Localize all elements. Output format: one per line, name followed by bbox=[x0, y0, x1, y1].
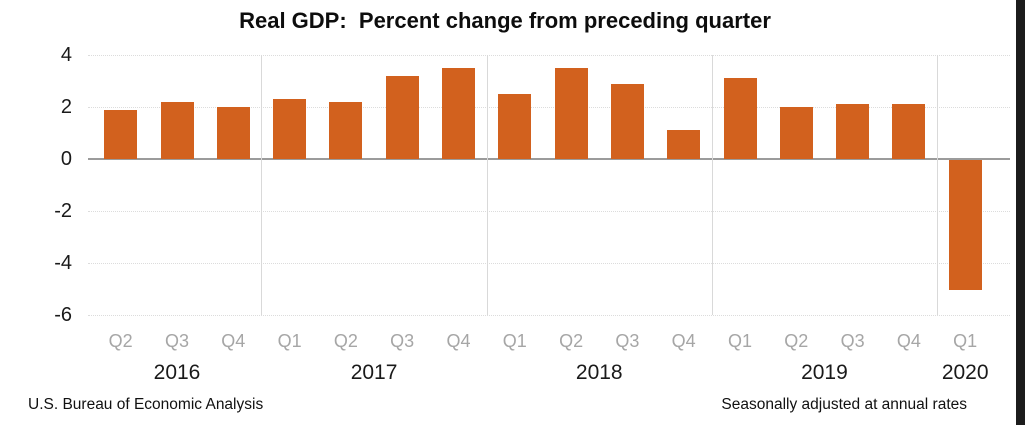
quarter-label-2019-Q1: Q1 bbox=[727, 331, 752, 351]
year-separator-2016 bbox=[261, 55, 263, 315]
year-label-2019: 2019 bbox=[801, 361, 848, 384]
bar-2020-Q1 bbox=[948, 160, 982, 290]
quarter-label-2018-Q4: Q4 bbox=[671, 331, 696, 351]
bar-2017-Q3 bbox=[385, 75, 419, 159]
screenshot-edge-strip bbox=[1016, 0, 1025, 425]
y-tick-label--6: -6 bbox=[54, 304, 72, 326]
quarter-label-2016-Q4: Q4 bbox=[221, 331, 246, 351]
bar-2016-Q4 bbox=[216, 107, 250, 159]
adjustment-note: Seasonally adjusted at annual rates bbox=[721, 396, 967, 413]
bar-2017-Q2 bbox=[329, 101, 363, 159]
y-tick-label-2: 2 bbox=[60, 96, 72, 118]
quarter-label-2018-Q3: Q3 bbox=[615, 331, 640, 351]
bar-2019-Q4 bbox=[892, 104, 926, 159]
y-tick-label--4: -4 bbox=[54, 252, 72, 274]
year-separator-2019 bbox=[937, 55, 939, 315]
quarter-label-2017-Q3: Q3 bbox=[390, 331, 415, 351]
y-tick-label-0: 0 bbox=[60, 148, 72, 170]
gridline--4 bbox=[88, 263, 1010, 264]
quarter-label-2019-Q4: Q4 bbox=[896, 331, 921, 351]
gridline--2 bbox=[88, 211, 1010, 212]
bar-2019-Q3 bbox=[836, 104, 870, 159]
year-separator-2017 bbox=[486, 55, 488, 315]
quarter-label-2017-Q2: Q2 bbox=[333, 331, 358, 351]
quarter-label-2016-Q2: Q2 bbox=[108, 331, 133, 351]
chart-title: Real GDP: Percent change from preceding … bbox=[239, 8, 771, 33]
year-label-2016: 2016 bbox=[153, 361, 201, 384]
bar-2017-Q1 bbox=[273, 99, 307, 159]
gridline-4 bbox=[88, 55, 1010, 56]
quarter-label-2017-Q4: Q4 bbox=[446, 331, 471, 351]
year-label-2020: 2020 bbox=[941, 361, 989, 384]
quarter-label-2018-Q1: Q1 bbox=[502, 331, 527, 351]
zero-axis-line bbox=[88, 158, 1010, 160]
year-separator-2018 bbox=[711, 55, 713, 315]
bar-2018-Q2 bbox=[554, 68, 588, 159]
quarter-label-2018-Q2: Q2 bbox=[559, 331, 584, 351]
bar-2018-Q3 bbox=[610, 83, 644, 159]
bar-2019-Q1 bbox=[723, 78, 757, 159]
y-tick-label-4: 4 bbox=[60, 44, 72, 66]
bar-2018-Q4 bbox=[667, 130, 701, 159]
quarter-label-2020-Q1: Q1 bbox=[953, 331, 978, 351]
bar-2016-Q3 bbox=[160, 101, 194, 159]
source-attribution: U.S. Bureau of Economic Analysis bbox=[28, 396, 264, 413]
gridline-2 bbox=[88, 107, 1010, 108]
year-label-2018: 2018 bbox=[575, 361, 623, 384]
year-label-2017: 2017 bbox=[350, 361, 398, 384]
y-tick-label--2: -2 bbox=[54, 200, 72, 222]
quarter-label-2017-Q1: Q1 bbox=[277, 331, 302, 351]
quarter-label-2019-Q3: Q3 bbox=[840, 331, 865, 351]
plot-area bbox=[88, 55, 1010, 316]
bar-2016-Q2 bbox=[104, 109, 138, 159]
bar-2017-Q4 bbox=[442, 68, 475, 159]
quarter-label-2019-Q2: Q2 bbox=[784, 331, 809, 351]
quarter-label-2016-Q3: Q3 bbox=[164, 331, 189, 351]
bar-2018-Q1 bbox=[498, 94, 532, 159]
bar-2019-Q2 bbox=[779, 107, 813, 159]
gridline--6 bbox=[88, 315, 1010, 316]
